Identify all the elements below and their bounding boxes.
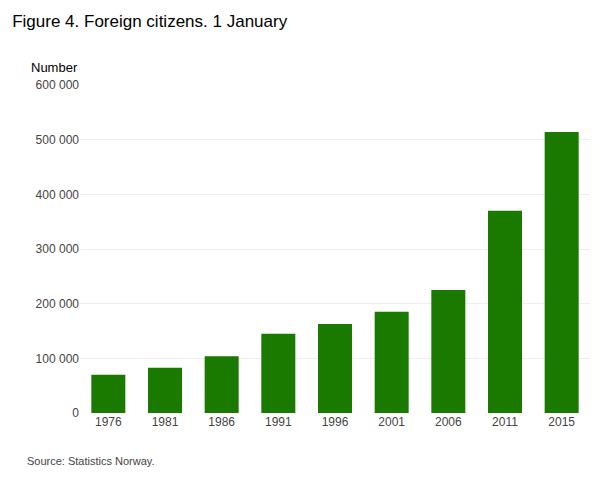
svg-text:1991: 1991 bbox=[265, 415, 292, 429]
svg-text:1996: 1996 bbox=[322, 415, 349, 429]
svg-text:600 000: 600 000 bbox=[36, 78, 80, 92]
svg-text:1976: 1976 bbox=[95, 415, 122, 429]
svg-text:0: 0 bbox=[72, 406, 79, 420]
svg-text:1986: 1986 bbox=[208, 415, 235, 429]
svg-text:Source: Statistics Norway.: Source: Statistics Norway. bbox=[27, 455, 155, 467]
svg-text:400 000: 400 000 bbox=[36, 188, 80, 202]
svg-text:500 000: 500 000 bbox=[36, 133, 80, 147]
svg-text:200 000: 200 000 bbox=[36, 297, 80, 311]
svg-text:2006: 2006 bbox=[435, 415, 462, 429]
svg-text:2015: 2015 bbox=[548, 415, 575, 429]
svg-text:2001: 2001 bbox=[378, 415, 405, 429]
svg-text:Number: Number bbox=[31, 60, 78, 75]
svg-text:Figure 4. Foreign citizens. 1: Figure 4. Foreign citizens. 1 January bbox=[12, 12, 287, 31]
svg-text:100 000: 100 000 bbox=[36, 352, 80, 366]
svg-text:2011: 2011 bbox=[492, 415, 518, 429]
svg-text:1981: 1981 bbox=[152, 415, 179, 429]
svg-text:300 000: 300 000 bbox=[36, 242, 80, 256]
